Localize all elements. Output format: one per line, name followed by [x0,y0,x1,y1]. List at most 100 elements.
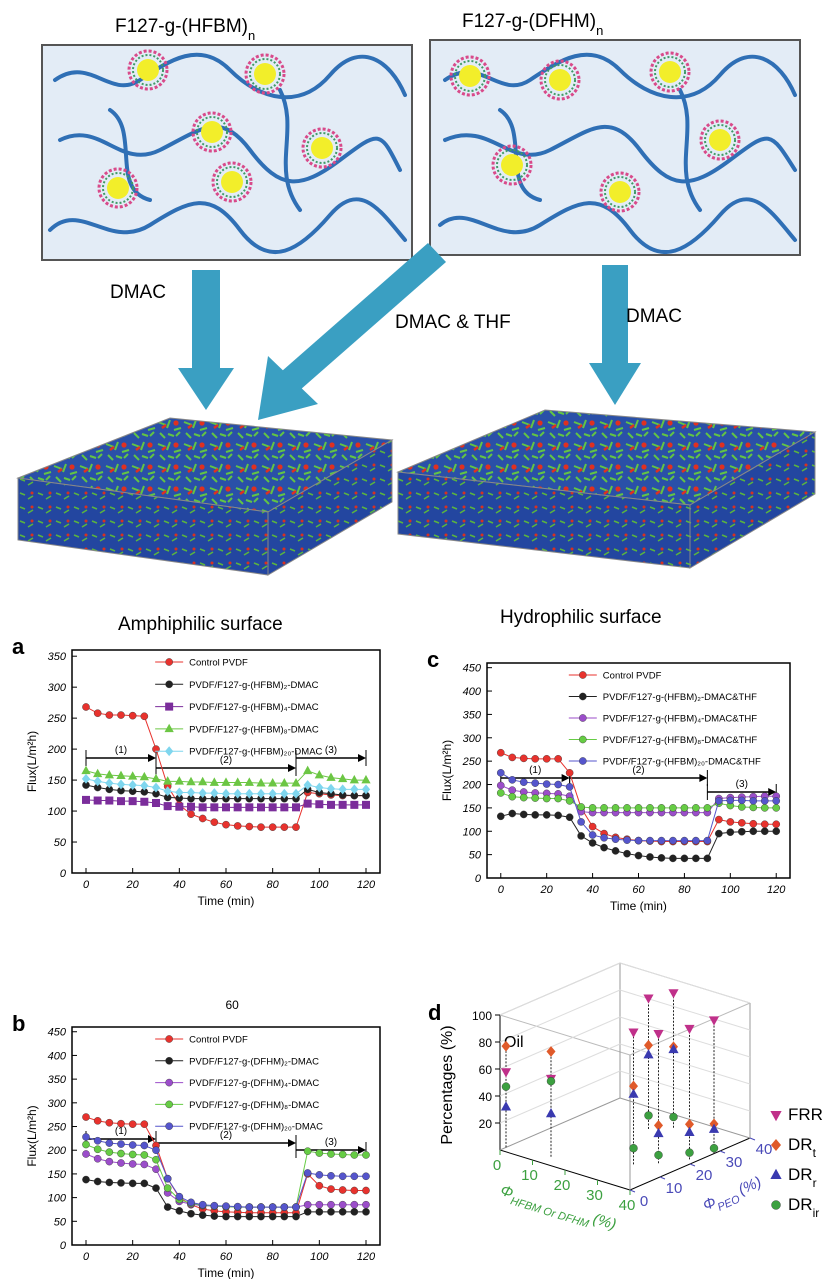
marker [646,804,653,811]
legend-name: DR [788,1195,813,1214]
marker [106,711,113,718]
marker [129,798,136,805]
legend-label: PVDF/F127-g-(HFBM)₂₀-DMAC [189,747,322,758]
marker [686,1149,694,1157]
schematic: F127-g-(HFBM)n F127-g-(DFHM)n DMAC DMAC … [18,11,815,635]
y-tick-label: 20 [479,1117,493,1131]
legend-name: DR [788,1165,813,1184]
marker [773,797,780,804]
right-title: F127-g-(DFHM)n [462,11,603,38]
y-tick-label: 300 [48,1098,67,1110]
y-tick-label: 80 [479,1036,493,1050]
marker [165,725,173,732]
panel-label: d [428,1000,441,1025]
surface-label: Amphiphilic surface [118,614,283,635]
y-tick-label: 400 [463,686,482,698]
marker [166,747,173,756]
marker [532,811,539,818]
marker [327,1208,334,1215]
marker [166,703,173,710]
marker [82,1176,89,1183]
marker [187,1199,194,1206]
annotation: 60 [225,998,239,1012]
marker [117,1150,124,1157]
marker [327,1185,334,1192]
legend-label: PVDF/F127-g-(DFHM)₄-DMAC [189,1078,319,1089]
y-tick-label: 300 [463,733,482,745]
marker [351,1208,358,1215]
legend-label: PVDF/F127-g-(HFBM)₂-DMAC&THF [603,692,757,703]
marker [704,855,711,862]
marker [646,853,653,860]
marker [129,772,137,779]
x-axis-title: Time (min) [198,894,255,908]
marker [234,1213,241,1220]
marker [82,775,89,784]
marker [234,804,241,811]
marker [327,1172,334,1179]
marker [304,1169,311,1176]
marker [269,1213,276,1220]
marker [771,1170,781,1179]
marker [166,681,173,688]
micelle-core [221,171,243,193]
legend-label: PVDF/F127-g-(HFBM)₄-DMAC&THF [603,714,757,725]
x-tick-label: 60 [632,884,645,896]
marker [635,804,642,811]
marker [94,1178,101,1185]
legend-sub: t [813,1146,817,1160]
marker [82,1141,89,1148]
marker [257,804,264,811]
marker [520,794,527,801]
marker [222,804,229,811]
marker [362,776,370,783]
grid-line [500,963,620,1015]
marker [187,778,195,785]
arrow-head [178,368,234,410]
y-tick-label: 50 [54,1216,67,1228]
marker [327,801,334,808]
marker [750,828,757,835]
marker [166,658,173,665]
grid-line [620,963,750,1003]
marker [520,779,527,786]
marker [589,823,596,830]
marker [555,781,562,788]
z-tick [690,1164,695,1166]
y-tick-label: 200 [47,1145,67,1157]
y-tick-label: 0 [475,873,482,885]
micelle-core [201,121,223,143]
z-tick [660,1177,665,1179]
marker [166,1123,173,1130]
legend-label: PVDF/F127-g-(DFHM)₈-DMAC [189,1100,319,1111]
marker [304,766,312,773]
marker [141,781,148,790]
marker [82,766,90,773]
marker [292,1213,299,1220]
x-tick-label: 0 [83,879,90,891]
legend-label: Control PVDF [189,658,248,669]
marker [692,837,699,844]
marker [555,795,562,802]
marker [669,990,678,998]
marker [222,778,230,785]
marker [106,797,113,804]
y-tick-label: 100 [472,1009,492,1023]
marker [566,769,573,776]
marker [362,1208,369,1215]
marker [670,1113,678,1121]
marker [141,798,148,805]
marker [715,816,722,823]
phase-label: (3) [325,745,337,756]
marker [727,797,734,804]
marker [187,803,194,810]
marker [117,771,125,778]
marker [152,799,159,806]
series-line [86,1145,366,1208]
x-tick-label: 30 [586,1187,603,1204]
marker [658,854,665,861]
marker [222,821,229,828]
marker [94,710,101,717]
marker [269,779,277,786]
micelle-core [501,154,523,176]
